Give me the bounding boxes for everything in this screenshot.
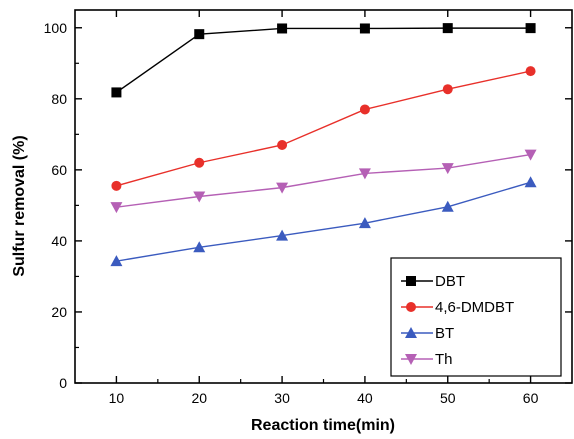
x-tick-label: 40 [357, 390, 373, 406]
y-tick-label: 60 [51, 162, 67, 178]
data-point-th [193, 191, 206, 203]
data-point-dbt [442, 23, 453, 34]
data-point-bt [524, 176, 537, 188]
y-tick-label: 80 [51, 91, 67, 107]
legend-marker-bt [405, 327, 417, 338]
series-line-th [116, 153, 531, 208]
legend-label-dbt: DBT [435, 273, 465, 290]
legend-box [390, 257, 562, 377]
y-tick-label: 100 [44, 20, 68, 36]
legend-label-bt: BT [435, 325, 454, 342]
data-point-th [441, 163, 454, 175]
data-point-bt [441, 200, 454, 212]
series-dbt [111, 23, 536, 98]
series-line-dbt [116, 27, 531, 93]
data-point-4-6-dmdbt [111, 180, 122, 191]
x-tick-label: 50 [440, 390, 456, 406]
series-bt [110, 176, 537, 267]
series-th [110, 149, 537, 214]
x-axis-title: Reaction time(min) [251, 417, 395, 434]
data-point-dbt [277, 23, 288, 34]
data-point-bt [358, 217, 371, 229]
y-tick-label: 20 [51, 304, 67, 320]
data-point-dbt [525, 23, 536, 34]
data-point-bt [110, 255, 123, 267]
legend-marker-dbt [406, 276, 416, 286]
data-point-4-6-dmdbt [277, 139, 288, 150]
series-4-6-dmdbt [111, 66, 536, 191]
data-point-th [110, 202, 123, 214]
data-point-4-6-dmdbt [359, 104, 370, 115]
data-point-th [524, 149, 537, 161]
legend-marker-4-6-dmdbt [406, 302, 416, 312]
data-point-dbt [111, 87, 122, 98]
x-tick-label: 30 [274, 390, 290, 406]
series-line-bt [116, 181, 531, 262]
data-point-dbt [194, 29, 205, 40]
x-tick-label: 60 [523, 390, 539, 406]
y-axis-title: Sulfur removal (%) [11, 135, 28, 276]
data-point-4-6-dmdbt [194, 157, 205, 168]
legend-label-th: Th [435, 351, 453, 368]
x-tick-label: 20 [191, 390, 207, 406]
x-tick-label: 10 [109, 390, 125, 406]
data-point-4-6-dmdbt [442, 84, 453, 95]
legend-label-4-6-dmdbt: 4,6-DMDBT [435, 299, 514, 316]
legend-marker-th [405, 354, 417, 365]
data-point-bt [276, 229, 289, 241]
data-point-th [276, 182, 289, 194]
series-line-4-6-dmdbt [116, 70, 531, 187]
data-point-4-6-dmdbt [525, 66, 536, 77]
y-tick-label: 40 [51, 233, 67, 249]
y-tick-label: 0 [59, 375, 67, 391]
data-point-bt [193, 241, 206, 253]
data-point-dbt [359, 23, 370, 34]
data-point-th [358, 168, 371, 180]
